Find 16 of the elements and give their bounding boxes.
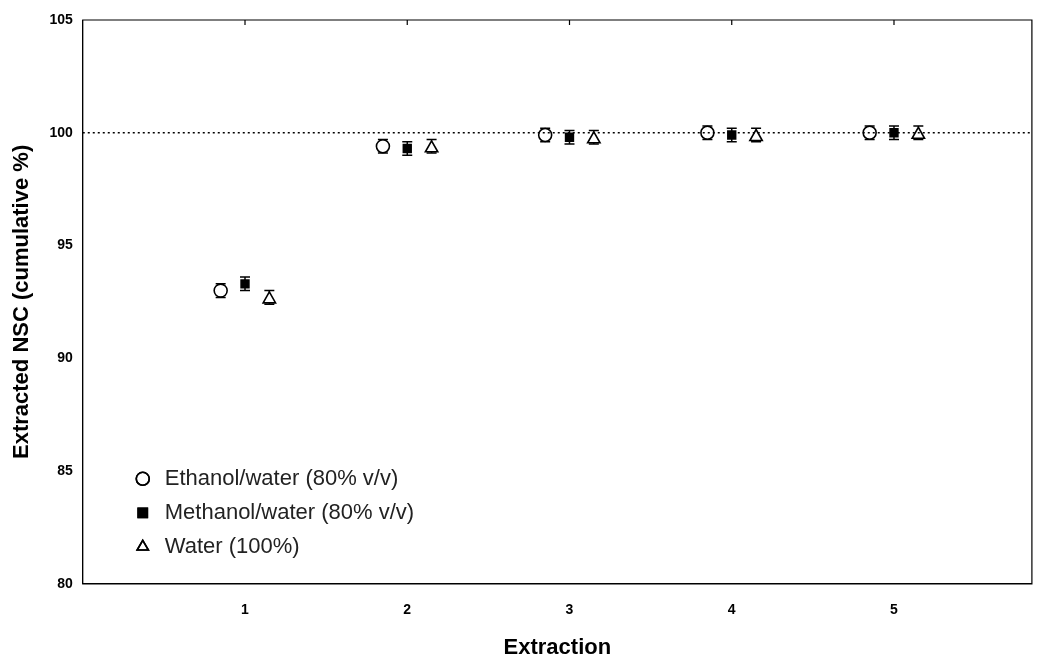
x-tick-label: 3 (565, 601, 574, 618)
x-tick-label: 1 (241, 601, 250, 618)
legend-label: Ethanol/water (80% v/v) (164, 464, 399, 490)
legend-label: Methanol/water (80% v/v) (164, 498, 415, 524)
x-axis-title: Extraction (503, 633, 612, 659)
y-tick-label: 90 (57, 349, 73, 366)
x-tick-label: 4 (727, 601, 736, 618)
legend-label: Water (100%) (164, 532, 300, 558)
x-tick-label: 5 (890, 601, 899, 618)
y-tick-label: 80 (57, 574, 73, 591)
x-tick-label: 2 (403, 601, 412, 618)
y-tick-label: 105 (49, 10, 73, 27)
y-tick-label: 95 (57, 236, 73, 253)
y-tick-label: 85 (57, 461, 73, 478)
y-axis-title: Extracted NSC (cumulative %) (8, 144, 34, 459)
y-tick-label: 100 (49, 123, 73, 140)
